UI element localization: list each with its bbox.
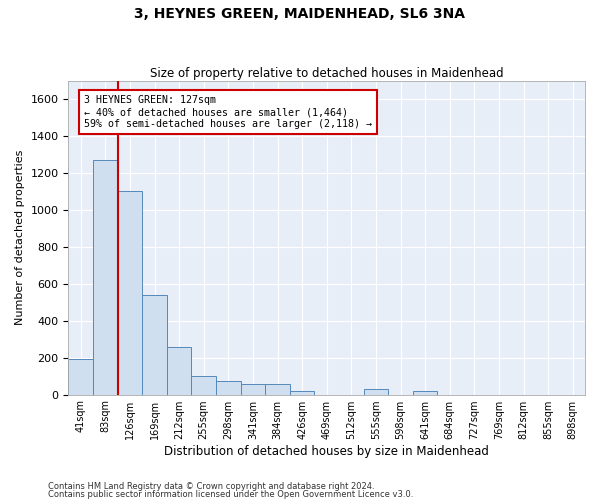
Bar	[216, 380, 241, 394]
Text: Contains public sector information licensed under the Open Government Licence v3: Contains public sector information licen…	[48, 490, 413, 499]
Text: Contains HM Land Registry data © Crown copyright and database right 2024.: Contains HM Land Registry data © Crown c…	[48, 482, 374, 491]
Y-axis label: Number of detached properties: Number of detached properties	[15, 150, 25, 326]
Bar	[413, 391, 437, 394]
Bar	[364, 389, 388, 394]
X-axis label: Distribution of detached houses by size in Maidenhead: Distribution of detached houses by size …	[164, 444, 489, 458]
Bar	[241, 384, 265, 394]
Bar	[68, 358, 93, 394]
Text: 3, HEYNES GREEN, MAIDENHEAD, SL6 3NA: 3, HEYNES GREEN, MAIDENHEAD, SL6 3NA	[134, 8, 466, 22]
Bar	[142, 295, 167, 394]
Bar	[167, 348, 191, 395]
Bar	[118, 192, 142, 394]
Bar	[290, 391, 314, 394]
Title: Size of property relative to detached houses in Maidenhead: Size of property relative to detached ho…	[150, 66, 503, 80]
Text: 3 HEYNES GREEN: 127sqm
← 40% of detached houses are smaller (1,464)
59% of semi-: 3 HEYNES GREEN: 127sqm ← 40% of detached…	[85, 96, 373, 128]
Bar	[265, 384, 290, 394]
Bar	[191, 376, 216, 394]
Bar	[93, 160, 118, 394]
